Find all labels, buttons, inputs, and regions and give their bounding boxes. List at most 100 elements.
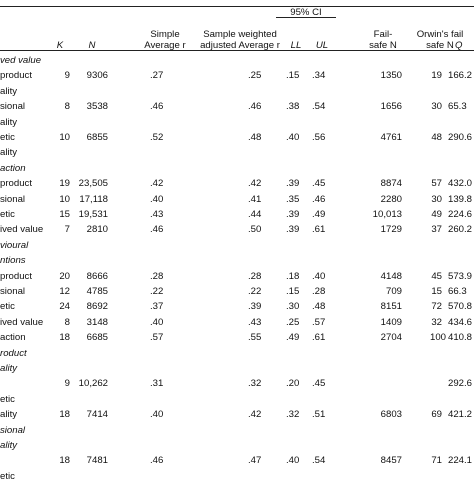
cell-ul: .57 bbox=[312, 316, 326, 328]
cell-k: 9 bbox=[64, 70, 70, 82]
table-row: ality 18 7414 .40 .42 .32 .51 6803 69 421.2 bbox=[0, 408, 474, 421]
cell-orwin-n: 49 bbox=[431, 209, 442, 220]
cell-q: 292.6 bbox=[448, 378, 473, 390]
row-label: action bbox=[0, 332, 26, 344]
cell-n: 23,505 bbox=[78, 178, 108, 190]
row-label: ality bbox=[0, 440, 18, 451]
cell-k: 18 bbox=[59, 455, 70, 467]
cell-ul: .54 bbox=[312, 101, 326, 113]
table-row: 9 10,262 .31 .32 .20 .45 292.6 bbox=[0, 377, 474, 390]
table-row: ality bbox=[0, 362, 474, 375]
cell-failsafe-n: 1656 bbox=[380, 101, 402, 113]
cell-k: 18 bbox=[59, 409, 70, 421]
cell-ll: .39 bbox=[286, 178, 300, 190]
cell-n: 8666 bbox=[86, 270, 108, 282]
row-label: roduct bbox=[0, 347, 27, 359]
table-row: etic 24 8692 .37 .39 .30 .48 8151 72 570.8 bbox=[0, 300, 474, 313]
table-row: ved value bbox=[0, 54, 474, 67]
cell-simple-r: .31 bbox=[150, 378, 164, 390]
cell-n: 3148 bbox=[86, 316, 108, 328]
cell-n: 3538 bbox=[86, 101, 108, 113]
cell-simple-r: .22 bbox=[150, 286, 164, 297]
table-row: ality bbox=[0, 85, 474, 98]
cell-weighted-r: .42 bbox=[248, 178, 262, 190]
cell-k: 8 bbox=[64, 101, 70, 113]
cell-k: 10 bbox=[59, 193, 70, 205]
row-label: sional bbox=[0, 424, 26, 436]
row-label: ved value bbox=[0, 55, 42, 66]
header-failsafe-line2: safe N bbox=[369, 40, 397, 51]
cell-simple-r: .40 bbox=[150, 193, 164, 205]
cell-ll: .18 bbox=[286, 270, 300, 282]
cell-ul: .40 bbox=[312, 270, 326, 282]
cell-simple-r: .42 bbox=[150, 178, 164, 190]
cell-ul: .48 bbox=[312, 301, 326, 313]
table-top-rule bbox=[0, 6, 474, 7]
table-row: etic bbox=[0, 470, 474, 483]
cell-n: 17,118 bbox=[79, 193, 108, 205]
cell-failsafe-n: 4148 bbox=[380, 270, 402, 282]
cell-failsafe-n: 8874 bbox=[380, 178, 402, 190]
cell-ul: .56 bbox=[312, 132, 326, 143]
cell-k: 15 bbox=[59, 209, 70, 220]
cell-weighted-r: .28 bbox=[248, 270, 262, 282]
cell-failsafe-n: 4761 bbox=[380, 132, 402, 143]
cell-k: 12 bbox=[59, 286, 70, 297]
cell-ul: .46 bbox=[312, 193, 326, 205]
row-label: etic bbox=[0, 470, 15, 482]
cell-failsafe-n: 1729 bbox=[380, 224, 402, 236]
cell-weighted-r: .47 bbox=[248, 455, 262, 467]
header-weighted-line2: adjusted Average r bbox=[200, 40, 280, 51]
table-row: ality bbox=[0, 146, 474, 159]
table-row: sional 12 4785 .22 .22 .15 .28 709 15 66.3 bbox=[0, 285, 474, 298]
cell-q: 224.6 bbox=[448, 209, 473, 220]
row-label: ntions bbox=[0, 255, 26, 267]
cell-simple-r: .37 bbox=[150, 301, 164, 313]
cell-q: 410.8 bbox=[448, 332, 473, 344]
cell-n: 19,531 bbox=[78, 209, 108, 220]
cell-orwin-n: 30 bbox=[431, 101, 442, 113]
cell-ul: .45 bbox=[312, 178, 326, 190]
cell-simple-r: .46 bbox=[150, 101, 164, 113]
cell-failsafe-n: 2704 bbox=[380, 332, 402, 344]
cell-weighted-r: .22 bbox=[248, 286, 262, 297]
table-row: sional 8 3538 .46 .46 .38 .54 1656 30 65.3 bbox=[0, 100, 474, 113]
row-label: ived value bbox=[0, 224, 44, 236]
table-row: roduct bbox=[0, 347, 474, 360]
cell-simple-r: .52 bbox=[150, 132, 164, 143]
cell-simple-r: .57 bbox=[150, 332, 164, 344]
cell-orwin-n: 45 bbox=[431, 270, 442, 282]
header-simple-line2: Average r bbox=[144, 40, 186, 51]
table-row: action 18 6685 .57 .55 .49 .61 2704 100 410.8 bbox=[0, 331, 474, 344]
cell-ll: .35 bbox=[286, 193, 300, 205]
table-row: sional 10 17,118 .40 .41 .35 .46 2280 30 139.8 bbox=[0, 193, 474, 206]
cell-n: 10,262 bbox=[78, 378, 108, 390]
cell-k: 20 bbox=[59, 270, 70, 282]
cell-k: 10 bbox=[59, 132, 70, 143]
cell-failsafe-n: 1409 bbox=[380, 316, 402, 328]
cell-orwin-n: 69 bbox=[431, 409, 442, 421]
cell-n: 4785 bbox=[86, 286, 108, 297]
table-row: ality bbox=[0, 439, 474, 452]
cell-n: 2810 bbox=[86, 224, 108, 236]
cell-simple-r: .46 bbox=[150, 224, 164, 236]
table-row: product 9 9306 .27 .25 .15 .34 1350 19 166.2 bbox=[0, 69, 474, 82]
header-orwin-line1: Orwin's fail bbox=[416, 29, 464, 40]
cell-weighted-r: .55 bbox=[248, 332, 262, 344]
table-row: etic 15 19,531 .43 .44 .39 .49 10,013 49 224.6 bbox=[0, 208, 474, 221]
cell-orwin-n: 48 bbox=[431, 132, 442, 143]
cell-simple-r: .43 bbox=[150, 209, 164, 220]
row-label: product bbox=[0, 270, 32, 282]
cell-ul: .61 bbox=[312, 332, 326, 344]
table-row: sional bbox=[0, 424, 474, 437]
cell-n: 8692 bbox=[86, 301, 108, 313]
cell-orwin-n: 19 bbox=[431, 70, 442, 82]
cell-q: 166.2 bbox=[448, 70, 473, 82]
cell-n: 6855 bbox=[86, 132, 108, 143]
header-bottom-rule bbox=[0, 50, 474, 51]
row-label: ived value bbox=[0, 316, 44, 328]
cell-orwin-n: 100 bbox=[430, 332, 447, 344]
table-row: action bbox=[0, 162, 474, 175]
cell-ll: .15 bbox=[286, 70, 300, 82]
